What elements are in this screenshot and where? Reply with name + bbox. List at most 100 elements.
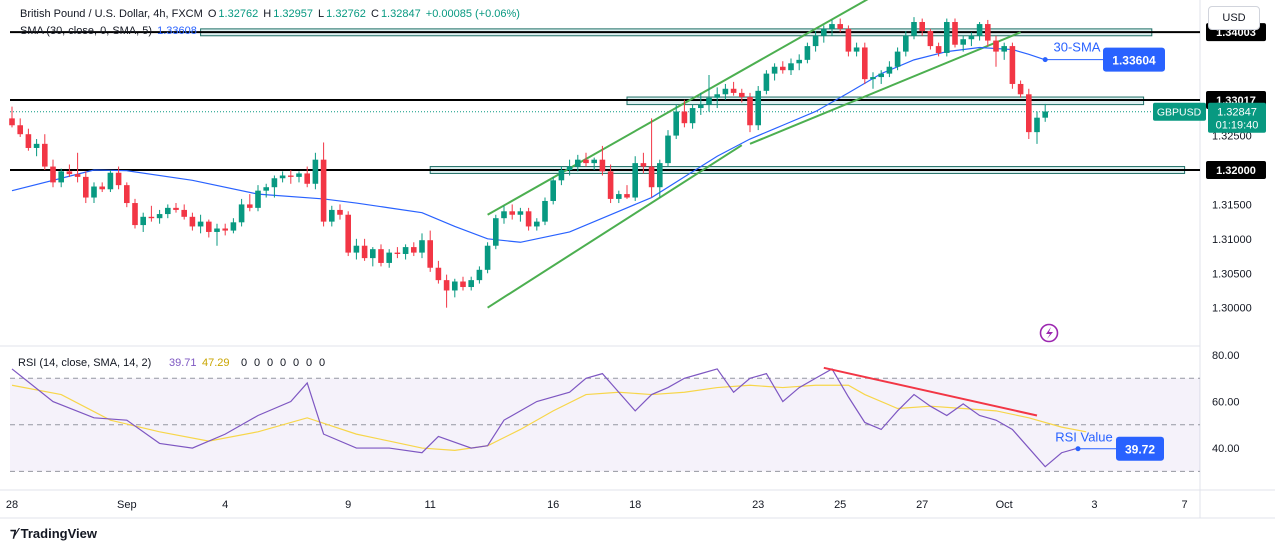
candle-body — [1009, 46, 1016, 84]
candle-body — [25, 134, 32, 148]
candle-body — [1042, 111, 1048, 118]
candle — [460, 276, 466, 291]
candle-body — [50, 166, 56, 183]
rsi-annotation-label: RSI Value — [1055, 430, 1113, 445]
candle-body — [501, 211, 507, 219]
candle-body — [755, 90, 761, 126]
candle — [575, 154, 581, 172]
candle — [271, 175, 278, 198]
candle — [632, 156, 638, 201]
candle-body — [386, 252, 392, 263]
candle-body — [296, 173, 302, 177]
candle — [976, 22, 983, 41]
candle — [288, 170, 294, 184]
rsi-legend-extra: 0 — [306, 357, 312, 369]
candle — [837, 18, 843, 33]
candle — [66, 164, 73, 177]
candle — [788, 58, 794, 76]
candle-body — [173, 207, 179, 210]
close-label: C — [370, 8, 379, 20]
rsi-value-label: 39.72 — [1125, 443, 1155, 457]
tradingview-logo-icon: ⁊⁄ — [10, 525, 18, 540]
candle-body — [9, 118, 15, 126]
rsi-pointer-dot — [1075, 446, 1081, 452]
candle-body — [443, 280, 450, 291]
candle-body — [575, 159, 581, 167]
candle — [771, 63, 778, 81]
candle-body — [960, 39, 966, 45]
candle-body — [870, 77, 876, 80]
candle-body — [320, 159, 327, 222]
open-value: 1.32762 — [218, 8, 259, 20]
candle-body — [534, 221, 540, 227]
candle — [320, 142, 327, 227]
candle — [944, 18, 950, 57]
candle — [583, 152, 589, 167]
candle-body — [558, 170, 565, 181]
sma-line — [11, 46, 1046, 243]
candle-body — [181, 209, 187, 217]
rsi-legend-value: 39.71 — [169, 357, 197, 369]
countdown-label: 01:19:40 — [1216, 120, 1259, 132]
candle — [714, 87, 720, 109]
candle-body — [1001, 46, 1007, 52]
sma-value-label: 1.33604 — [1112, 54, 1156, 68]
candle-body — [17, 125, 23, 135]
candle — [42, 134, 48, 170]
tradingview-branding[interactable]: ⁊⁄ TradingView — [10, 525, 97, 541]
candle — [812, 30, 819, 52]
candle-body — [722, 88, 729, 95]
candle — [657, 159, 663, 198]
candle-body — [862, 47, 868, 80]
level-label: 1.32000 — [1216, 165, 1256, 177]
candle — [443, 274, 450, 308]
symbol-title: British Pound / U.S. Dollar, 4h, FXCM — [20, 8, 203, 20]
sma-legend[interactable]: SMA (30, close, 0, SMA, 5) 1.33608 — [20, 25, 199, 37]
candle-body — [124, 185, 130, 204]
candle — [780, 61, 786, 74]
candle-body — [599, 159, 606, 172]
candle — [960, 35, 966, 52]
candle-body — [419, 240, 425, 253]
currency-button[interactable]: USD — [1208, 6, 1260, 30]
time-tick-label: 27 — [916, 499, 928, 511]
candle-body — [681, 111, 688, 124]
candle — [452, 278, 458, 298]
rsi-legend-extra: 0 — [280, 357, 286, 369]
candle — [296, 171, 302, 183]
candle — [607, 164, 614, 204]
candle — [427, 230, 433, 272]
time-tick-label: 11 — [424, 499, 435, 511]
rsi-tick-label: 60.00 — [1212, 397, 1240, 409]
time-tick-label: 7 — [1182, 499, 1188, 511]
candle — [173, 203, 179, 213]
candle — [214, 223, 220, 246]
rsi-legend-extra: 0 — [293, 357, 299, 369]
candle — [845, 25, 852, 57]
time-tick-label: Sep — [117, 499, 137, 511]
candle-body — [648, 166, 655, 188]
candle-body — [279, 175, 286, 179]
candle — [402, 244, 409, 260]
candle — [58, 168, 64, 188]
candle — [181, 204, 187, 220]
candle-body — [952, 22, 958, 45]
high-label: H — [263, 8, 272, 20]
candle-body — [91, 186, 97, 198]
candle-body — [197, 221, 204, 227]
candle-body — [714, 94, 720, 98]
candle-body — [33, 143, 40, 148]
candle-body — [640, 163, 647, 167]
candle-body — [1017, 83, 1024, 95]
sma-legend-label: SMA (30, close, 0, SMA, 5) — [20, 25, 153, 37]
candle — [74, 152, 81, 183]
candle-body — [58, 171, 64, 183]
candle — [550, 176, 556, 205]
candle-body — [657, 163, 663, 188]
candle — [263, 183, 269, 198]
time-tick-label: 25 — [834, 499, 846, 511]
candle-body — [427, 240, 433, 268]
candle-body — [689, 108, 696, 124]
